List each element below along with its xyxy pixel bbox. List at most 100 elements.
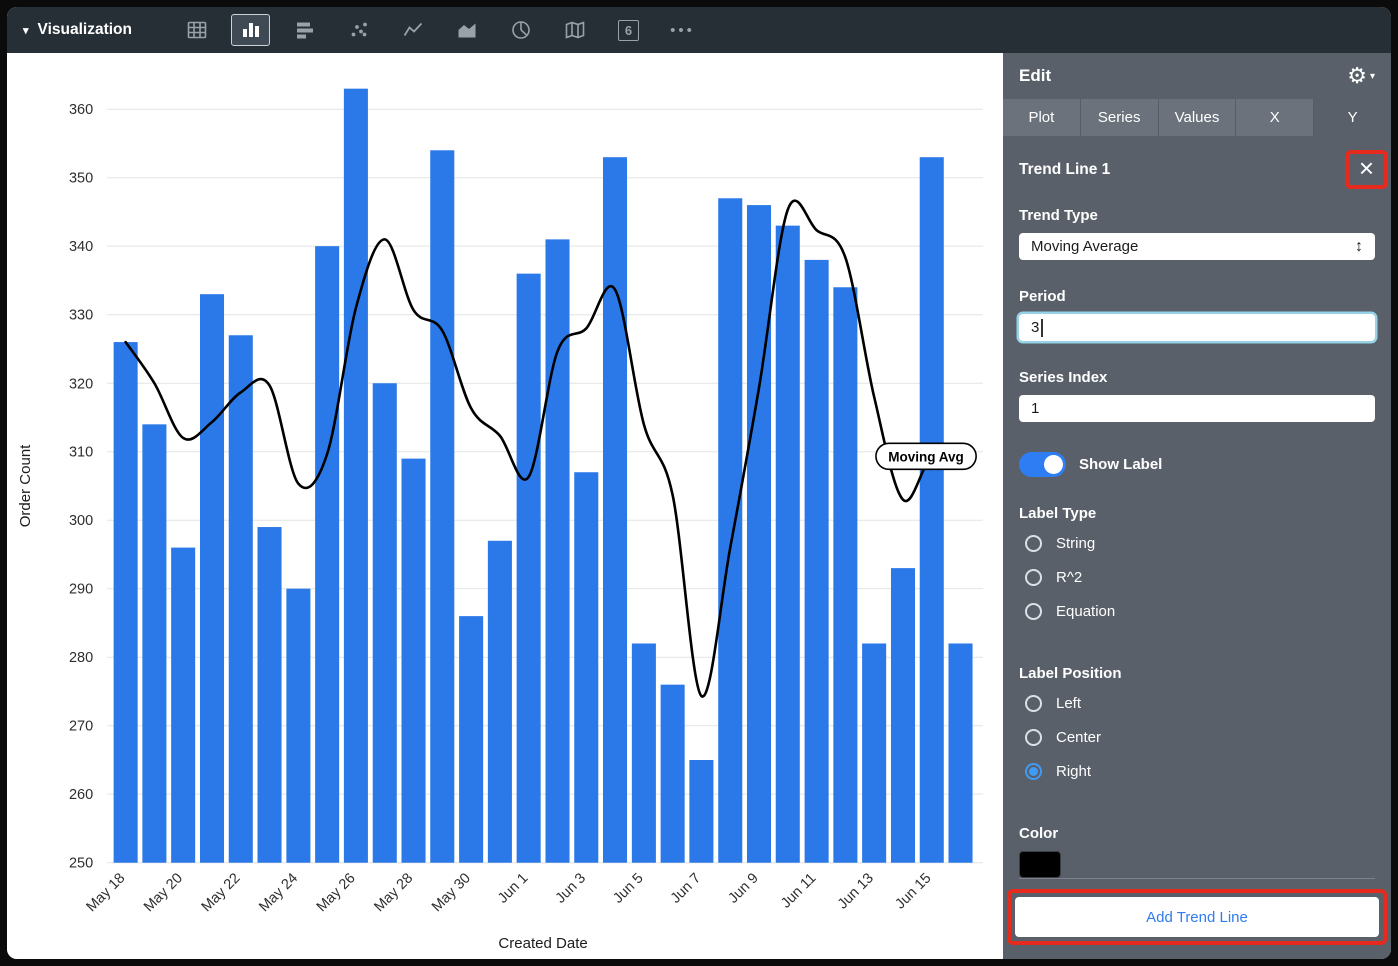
radio-label: Right — [1056, 763, 1092, 781]
table-chart-icon[interactable] — [178, 15, 215, 45]
svg-text:300: 300 — [69, 513, 93, 529]
period-label: Period — [1019, 288, 1066, 306]
trend-line-header: Trend Line 1 × — [1019, 150, 1388, 189]
chevron-down-icon: ▾ — [1369, 70, 1375, 82]
svg-text:260: 260 — [69, 787, 93, 803]
remove-trend-line-button[interactable]: × — [1358, 153, 1374, 183]
gear-icon: ⚙ — [1347, 63, 1367, 88]
series-index-input[interactable]: 1 — [1019, 395, 1375, 423]
single-value-icon[interactable]: 6 — [610, 15, 647, 45]
svg-text:May 30: May 30 — [429, 870, 474, 915]
svg-text:310: 310 — [69, 445, 93, 461]
svg-text:May 22: May 22 — [199, 870, 244, 915]
single-value-glyph: 6 — [618, 19, 639, 41]
svg-text:May 26: May 26 — [314, 870, 359, 915]
svg-text:320: 320 — [69, 376, 93, 392]
radio-option-right[interactable]: Right — [1025, 763, 1375, 781]
tab-plot[interactable]: Plot — [1003, 99, 1081, 136]
order-count-bar-chart: 250 260 270 280 290 300 310 320 330 340 350 360 May … — [17, 88, 983, 952]
svg-text:Jun 7: Jun 7 — [668, 870, 704, 906]
svg-text:Jun 15: Jun 15 — [892, 870, 934, 912]
tab-y[interactable]: Y — [1314, 99, 1391, 136]
svg-text:Jun 1: Jun 1 — [495, 870, 531, 906]
label-position-group: Left Center Right — [1019, 695, 1375, 797]
tab-series[interactable]: Series — [1081, 99, 1159, 136]
radio-option-string[interactable]: String — [1025, 535, 1375, 553]
svg-text:Jun 11: Jun 11 — [778, 870, 819, 911]
visualization-section-toggle[interactable]: ▾ Visualization — [23, 21, 132, 39]
trend-line-label: Moving Avg — [875, 442, 977, 471]
trend-type-select[interactable]: Moving Average ↕ — [1019, 233, 1375, 261]
tab-values[interactable]: Values — [1159, 99, 1237, 136]
app-window: ▾ Visualization — [7, 7, 1391, 959]
svg-text:Order Count: Order Count — [17, 444, 34, 527]
radio-icon — [1025, 603, 1042, 621]
map-chart-icon[interactable] — [556, 15, 593, 45]
radio-option-equation[interactable]: Equation — [1025, 603, 1375, 621]
radio-label: Center — [1056, 729, 1102, 747]
radio-label: Left — [1056, 695, 1082, 713]
show-label-toggle[interactable] — [1019, 452, 1066, 478]
trend-type-label: Trend Type — [1019, 207, 1098, 224]
bar-chart-icon[interactable] — [286, 15, 323, 45]
svg-text:270: 270 — [69, 719, 93, 735]
visualization-title: Visualization — [37, 21, 132, 38]
radio-icon — [1025, 695, 1042, 713]
svg-text:280: 280 — [69, 650, 93, 666]
label-type-group: String R^2 Equation — [1019, 535, 1375, 637]
svg-text:290: 290 — [69, 582, 93, 598]
svg-text:Created Date: Created Date — [498, 935, 587, 952]
column-chart-icon[interactable] — [231, 14, 270, 46]
add-button-annotation-box: Add Trend Line — [1007, 889, 1387, 945]
radio-icon — [1025, 535, 1042, 553]
panel-tab-bar: Plot Series Values X Y — [1003, 99, 1391, 136]
panel-body: Trend Line 1 × Trend Type Moving Average… — [1003, 136, 1391, 959]
svg-text:Jun 5: Jun 5 — [610, 870, 646, 906]
panel-settings-button[interactable]: ⚙ ▾ — [1347, 65, 1375, 87]
edit-panel: Edit ⚙ ▾ Plot Series Values X Y Trend Li… — [1003, 53, 1391, 959]
radio-option-left[interactable]: Left — [1025, 695, 1375, 713]
show-label-row: Show Label — [1019, 452, 1375, 478]
chevron-down-icon: ▾ — [23, 24, 29, 37]
chart-type-picker: 6 ••• — [178, 14, 701, 46]
svg-text:Jun 9: Jun 9 — [725, 870, 761, 906]
svg-text:350: 350 — [69, 171, 93, 187]
scatterplot-icon[interactable] — [340, 15, 377, 45]
radio-icon — [1025, 763, 1042, 781]
color-swatch[interactable] — [1019, 851, 1061, 878]
svg-text:340: 340 — [69, 239, 93, 255]
line-chart-icon[interactable] — [394, 15, 431, 45]
series-index-value: 1 — [1031, 400, 1040, 418]
radio-label: R^2 — [1056, 569, 1083, 587]
show-label-label: Show Label — [1079, 456, 1163, 474]
svg-text:Moving Avg: Moving Avg — [888, 449, 964, 464]
text-cursor — [1041, 318, 1043, 337]
radio-icon — [1025, 729, 1042, 747]
pie-chart-icon[interactable] — [502, 15, 539, 45]
radio-label: String — [1056, 535, 1096, 553]
label-position-label: Label Position — [1019, 665, 1122, 683]
period-value: 3 — [1031, 319, 1040, 337]
svg-text:May 18: May 18 — [83, 870, 128, 915]
svg-text:250: 250 — [69, 856, 93, 872]
svg-text:360: 360 — [69, 102, 93, 118]
svg-text:May 28: May 28 — [371, 870, 416, 915]
remove-button-annotation-box: × — [1344, 150, 1388, 189]
more-chart-types-icon[interactable]: ••• — [664, 15, 701, 45]
panel-footer: Add Trend Line — [1007, 878, 1387, 945]
period-input[interactable]: 3 — [1019, 314, 1375, 342]
radio-icon — [1025, 569, 1042, 587]
ellipsis-icon: ••• — [670, 21, 695, 39]
trend-line-title: Trend Line 1 — [1019, 160, 1111, 178]
radio-option-r2[interactable]: R^2 — [1025, 569, 1375, 587]
area-chart-icon[interactable] — [448, 15, 485, 45]
visualization-toolbar: ▾ Visualization — [7, 7, 1391, 53]
svg-text:330: 330 — [69, 308, 93, 324]
radio-option-center[interactable]: Center — [1025, 729, 1375, 747]
trend-type-value: Moving Average — [1031, 238, 1139, 256]
svg-text:Jun 13: Jun 13 — [835, 870, 877, 912]
svg-text:May 20: May 20 — [141, 870, 186, 915]
add-trend-line-button[interactable]: Add Trend Line — [1015, 897, 1379, 937]
svg-text:May 24: May 24 — [256, 870, 301, 915]
tab-x[interactable]: X — [1236, 99, 1315, 136]
